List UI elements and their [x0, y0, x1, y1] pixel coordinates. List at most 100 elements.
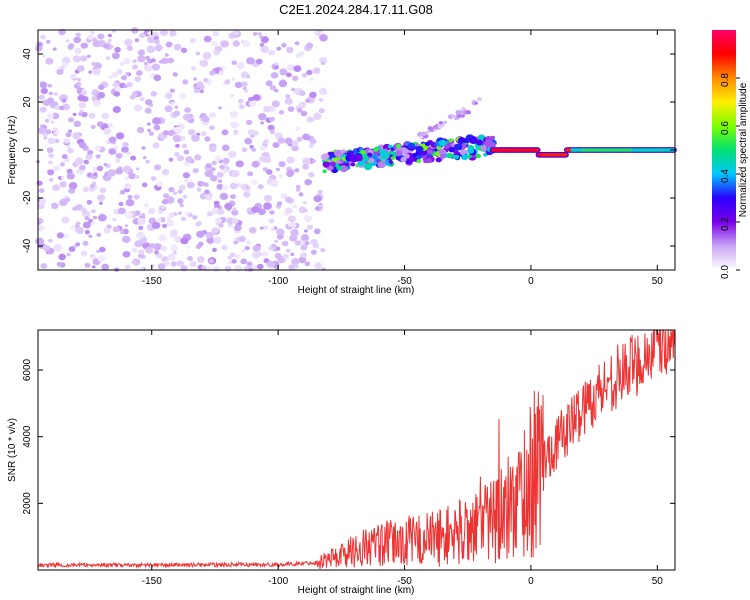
spectrogram-cell [87, 54, 91, 58]
spectrogram-cell [194, 154, 202, 161]
spectrogram-cell [126, 45, 133, 51]
spectrogram-cell [204, 170, 214, 178]
spectrogram-cell [151, 221, 161, 229]
spectrogram-cell [168, 212, 175, 218]
spectrogram-cell [96, 249, 100, 253]
spectrogram-cell [300, 244, 308, 251]
spectrogram-cell [137, 49, 146, 56]
spectrogram-cell [461, 106, 466, 111]
spectrogram-cell [86, 199, 93, 205]
spectrogram-cell [46, 147, 54, 154]
spectrogram-cell [238, 98, 244, 104]
spectrogram-cell [227, 255, 233, 260]
spectrogram-cell [217, 208, 225, 215]
spectrogram-cell [199, 59, 209, 67]
spectrogram-cell [306, 69, 313, 76]
spectrogram-cell [221, 244, 228, 251]
spectrogram-cell [56, 232, 64, 239]
spectrogram-cell [96, 165, 104, 172]
spectrogram-cell [461, 154, 469, 161]
spectrogram-cell [269, 116, 275, 122]
spectrogram-cell [201, 266, 207, 271]
spectrogram-cell [286, 248, 291, 253]
spectrogram-cell [286, 72, 292, 78]
spectrogram-cell [164, 94, 168, 98]
spectrogram-cell [40, 34, 46, 40]
spectrogram-cell [90, 184, 95, 188]
spectrogram-cell [304, 261, 311, 267]
spectrogram-cell [248, 100, 256, 107]
spectrogram-cell [186, 181, 195, 189]
spectrogram-cell [292, 204, 297, 209]
spectrogram-cell [165, 41, 173, 48]
spectrogram-cell [268, 50, 275, 56]
spectrogram-cell [112, 226, 120, 233]
spectrogram-cell [141, 182, 148, 188]
spectrogram-cell [97, 33, 105, 40]
spectrogram-cell [222, 168, 228, 174]
spectrogram-cell [302, 73, 308, 78]
spectrogram-cell [208, 258, 214, 264]
spectrogram-cell [234, 254, 240, 259]
spectrogram-cell [73, 36, 82, 44]
spectrogram-cell [101, 112, 110, 120]
spectrogram-cell [150, 176, 157, 182]
spectrogram-cell [247, 171, 254, 177]
spectrogram-cell [459, 149, 466, 156]
spectrogram-cell [285, 94, 291, 99]
spectrogram-cell [61, 98, 67, 103]
spectrogram-cell [40, 87, 48, 94]
spectrogram-cell [147, 207, 156, 215]
spectrogram-cell [148, 131, 154, 136]
spectrogram-cell [151, 63, 161, 71]
spectrogram-cell [218, 106, 222, 110]
spectrogram-cell [286, 156, 295, 164]
spectrogram-cell [56, 68, 64, 75]
spectrogram-cell [92, 215, 98, 220]
spectrogram-cell [90, 30, 95, 35]
spectrogram-cell [276, 234, 284, 240]
spectrogram-cell [322, 161, 330, 168]
spectrogram-cell [231, 170, 240, 178]
spectrogram-cell [269, 129, 276, 134]
spectrogram-cell [103, 127, 112, 135]
spectrogram-cell [98, 84, 105, 90]
spectrogram-cell [302, 157, 311, 166]
spectrogram-cell [329, 153, 335, 158]
spectrogram-cell [65, 197, 71, 202]
spectrogram-cell [196, 256, 205, 263]
spectrogram-cell [84, 262, 91, 268]
spectrogram-cell [320, 248, 326, 253]
spectrogram-cell [121, 146, 129, 153]
spectrogram-cell [231, 259, 237, 264]
spectrogram-cell [173, 43, 182, 51]
spectrogram-cell [334, 149, 344, 158]
spectrogram-cell [466, 110, 471, 115]
spectrogram-cell [294, 168, 300, 173]
spectrogram-cell [287, 215, 296, 223]
spectrogram-cell [349, 154, 359, 163]
spectrogram-cell [204, 136, 211, 142]
spectrogram-cell [167, 130, 175, 136]
spectrogram-cell [107, 169, 116, 177]
spectrogram-cell [149, 243, 155, 248]
spectrogram-cell [224, 202, 233, 210]
spectrogram-cell [291, 144, 299, 152]
spectrogram-cell [298, 256, 307, 264]
spectrogram-x-label: Height of straight line (km) [298, 285, 415, 296]
spectrogram-cell [270, 227, 275, 231]
spectrogram-cell [227, 260, 233, 265]
spectrogram-cell [197, 180, 205, 187]
spectrogram-cell [232, 207, 237, 212]
spectrogram-cell [179, 184, 186, 190]
spectrogram-cell [419, 135, 424, 139]
spectrogram-cell [160, 205, 165, 210]
spectrogram-cell [164, 53, 169, 57]
spectrogram-cell [426, 130, 430, 134]
spectrogram-cell [84, 230, 90, 235]
spectrogram-cell [436, 146, 442, 151]
spectrogram-cell [172, 191, 178, 196]
spectrogram-cell [50, 120, 55, 124]
spectrogram-cell [113, 145, 119, 150]
spectrogram-cell [224, 79, 231, 85]
